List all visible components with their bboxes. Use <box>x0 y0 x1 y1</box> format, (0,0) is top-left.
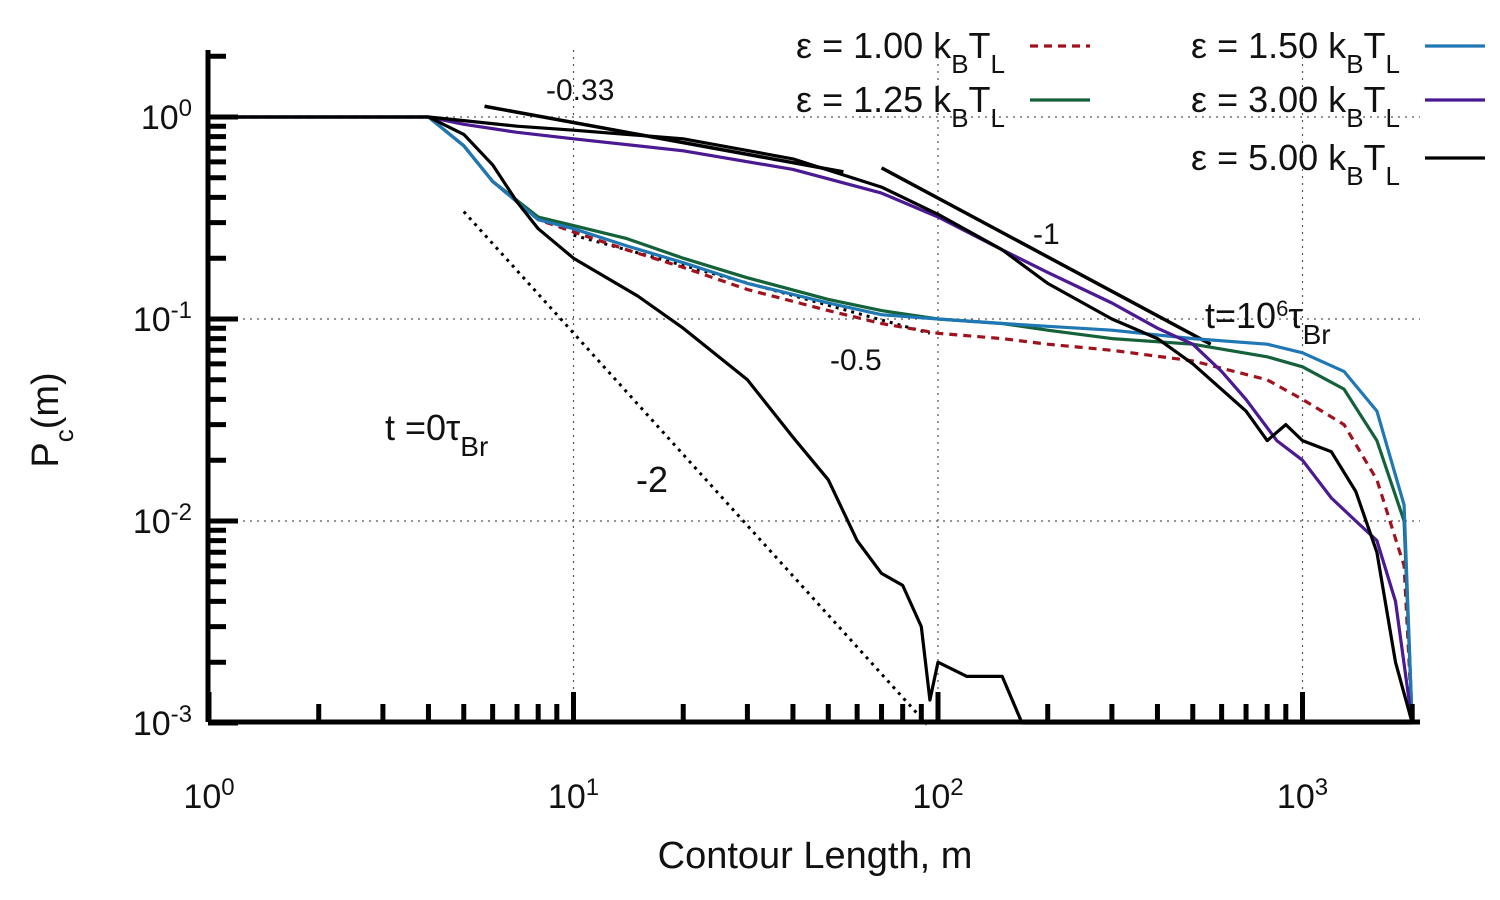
legend-label: ε = 1.25 kBTL <box>796 79 1005 133</box>
time-final-label: t=106τBr <box>1205 295 1331 350</box>
y-tick-label: 10-3 <box>133 701 192 744</box>
legend-label: ε = 5.00 kBTL <box>1191 137 1400 191</box>
legend-label: ε = 3.00 kBTL <box>1191 79 1400 133</box>
y-tick-label: 10-2 <box>133 499 192 542</box>
grid <box>208 50 1420 722</box>
x-tick-label: 102 <box>912 774 963 817</box>
x-tick-label: 100 <box>183 774 234 817</box>
slope-label-2: -2 <box>636 459 668 500</box>
reference-line <box>880 166 1212 346</box>
reference-lines <box>462 104 1212 729</box>
y-tick-label: 10-1 <box>133 297 192 340</box>
time-zero-label: t =0τBr <box>385 407 488 462</box>
slope-label-05: -0.5 <box>830 344 882 377</box>
series-line <box>209 115 1414 724</box>
reference-line <box>484 104 844 174</box>
series-line <box>209 115 1414 724</box>
x-axis-title: Contour Length, m <box>658 835 973 877</box>
series-layer <box>209 115 1414 725</box>
axes: 100 101 102 103 100 10-1 10-2 10-3 <box>133 50 1420 816</box>
x-tick-label: 103 <box>1277 774 1328 817</box>
reference-line <box>462 210 931 729</box>
y-axis-title: Pc(m) <box>25 372 79 467</box>
slope-label-1: -1 <box>1033 218 1060 251</box>
series-line <box>427 115 1413 725</box>
legend-label: ε = 1.50 kBTL <box>1191 25 1400 79</box>
slope-label-033: -0.33 <box>546 74 614 107</box>
y-tick-label: 100 <box>141 95 192 138</box>
x-tick-label: 101 <box>548 774 599 817</box>
legend-label: ε = 1.00 kBTL <box>796 25 1005 79</box>
